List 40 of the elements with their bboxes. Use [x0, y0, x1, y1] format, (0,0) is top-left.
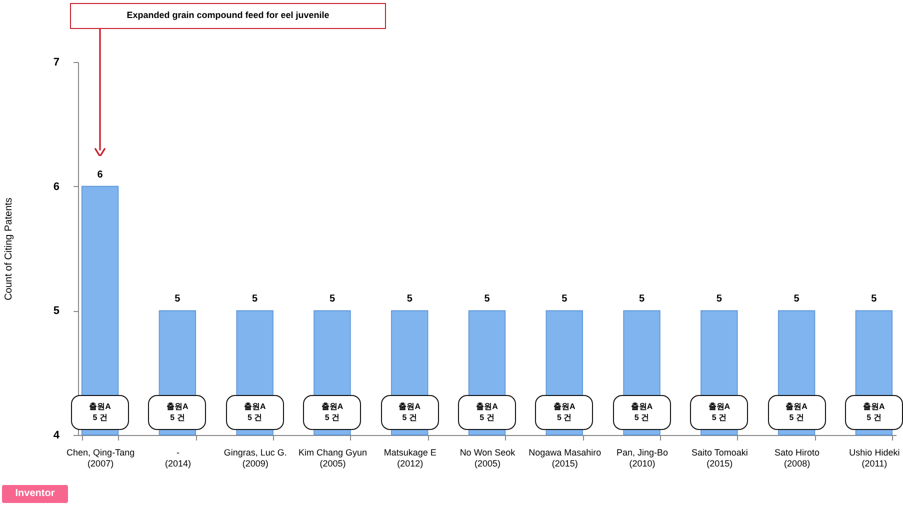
x-tick-label: Sato Hiroto (2008): [774, 448, 820, 468]
x-tick-label: Ushio Hideki (2011): [849, 448, 900, 468]
rounded-box: 출원A 5 건: [380, 395, 439, 430]
data-label: 5: [716, 294, 722, 305]
data-label: 5: [562, 294, 568, 305]
x-tick-label: Kim Chang Gyun (2005): [298, 448, 367, 468]
data-label: 5: [174, 294, 181, 305]
x-tick-label: Saito Tomoaki (2015): [691, 448, 748, 468]
note-box: Expanded grain compound feed for eel juvenile: [70, 3, 386, 29]
y-tick-label: 5: [53, 305, 60, 318]
rounded-box: 출원A 5 건: [844, 395, 903, 430]
rounded-box: 출원A 5 건: [71, 395, 130, 430]
data-label: 5: [329, 294, 336, 305]
rounded-box: 출원A 5 건: [612, 395, 671, 430]
data-label: 5: [406, 294, 413, 305]
rounded-box: 출원A 5 건: [303, 395, 362, 430]
x-tick-label: - (2014): [164, 448, 191, 468]
y-tick-label: 7: [53, 56, 60, 68]
data-label: 5: [871, 294, 878, 305]
y-tick-label: 6: [53, 180, 60, 193]
y-axis-title: Count of Citing Patents: [3, 198, 14, 300]
data-label: 5: [638, 294, 645, 305]
data-label: 5: [252, 294, 258, 305]
y-tick-label: 4: [53, 430, 60, 442]
rounded-box: 출원A 5 건: [226, 395, 284, 430]
rounded-box: 출원A 5 건: [690, 395, 748, 430]
x-tick-label: Pan, Jing-Bo (2010): [616, 448, 668, 468]
x-tick-label: Matsukage E (2012): [384, 448, 436, 468]
data-label: 6: [97, 169, 104, 180]
label-tag: Inventor: [2, 485, 68, 503]
rounded-box: 출원A 5 건: [768, 395, 826, 430]
data-label: 5: [794, 294, 800, 305]
x-tick-label: No Won Seok (2005): [460, 448, 516, 468]
rounded-box: 출원A 5 건: [458, 395, 516, 430]
x-tick-label: Gingras, Luc G. (2009): [224, 448, 287, 468]
x-tick-label: Nogawa Masahiro (2015): [528, 448, 602, 468]
rounded-box: 출원A 5 건: [535, 395, 594, 430]
data-label: 5: [484, 294, 490, 305]
rounded-box: 출원A 5 건: [148, 395, 206, 430]
x-tick-label: Chen, Qing-Tang (2007): [66, 448, 135, 468]
